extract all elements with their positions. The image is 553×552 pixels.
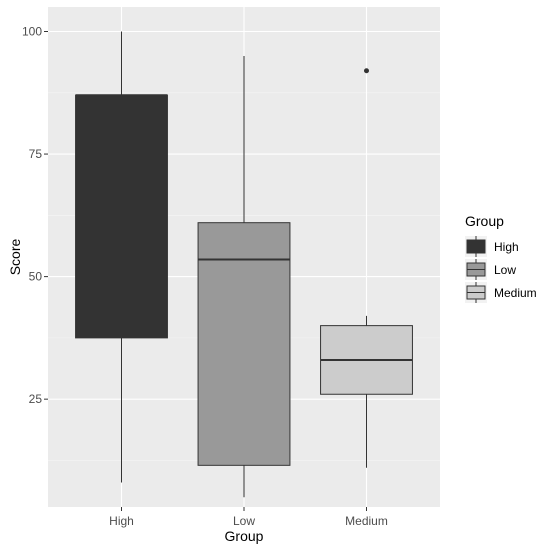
y-tick-label: 100	[22, 25, 42, 39]
x-axis: High Low Medium	[109, 507, 388, 528]
box-low	[197, 56, 291, 498]
x-tick-label: High	[109, 514, 134, 528]
box-iqr	[197, 222, 291, 466]
box-iqr	[75, 94, 168, 339]
x-axis-title: Group	[225, 528, 264, 544]
legend-label: High	[494, 240, 519, 254]
y-tick-label: 75	[29, 147, 43, 161]
box-high	[75, 31, 168, 483]
y-tick-label: 50	[29, 270, 43, 284]
y-tick-label: 25	[29, 392, 43, 406]
x-tick-label: Low	[233, 514, 255, 528]
x-tick-label: Medium	[345, 514, 388, 528]
legend-label: Medium	[494, 286, 537, 300]
outlier-point	[364, 68, 369, 74]
boxes-layer	[75, 31, 413, 498]
legend: Group High Low Medium	[465, 213, 537, 303]
legend-label: Low	[494, 263, 516, 277]
y-axis: 25 50 75 100	[22, 25, 48, 406]
box-medium	[320, 68, 413, 468]
legend-title: Group	[465, 213, 504, 229]
legend-entry-medium: Medium	[465, 282, 537, 303]
y-axis-title: Score	[7, 239, 23, 276]
legend-entry-low: Low	[465, 259, 516, 280]
legend-entry-high: High	[465, 236, 519, 257]
